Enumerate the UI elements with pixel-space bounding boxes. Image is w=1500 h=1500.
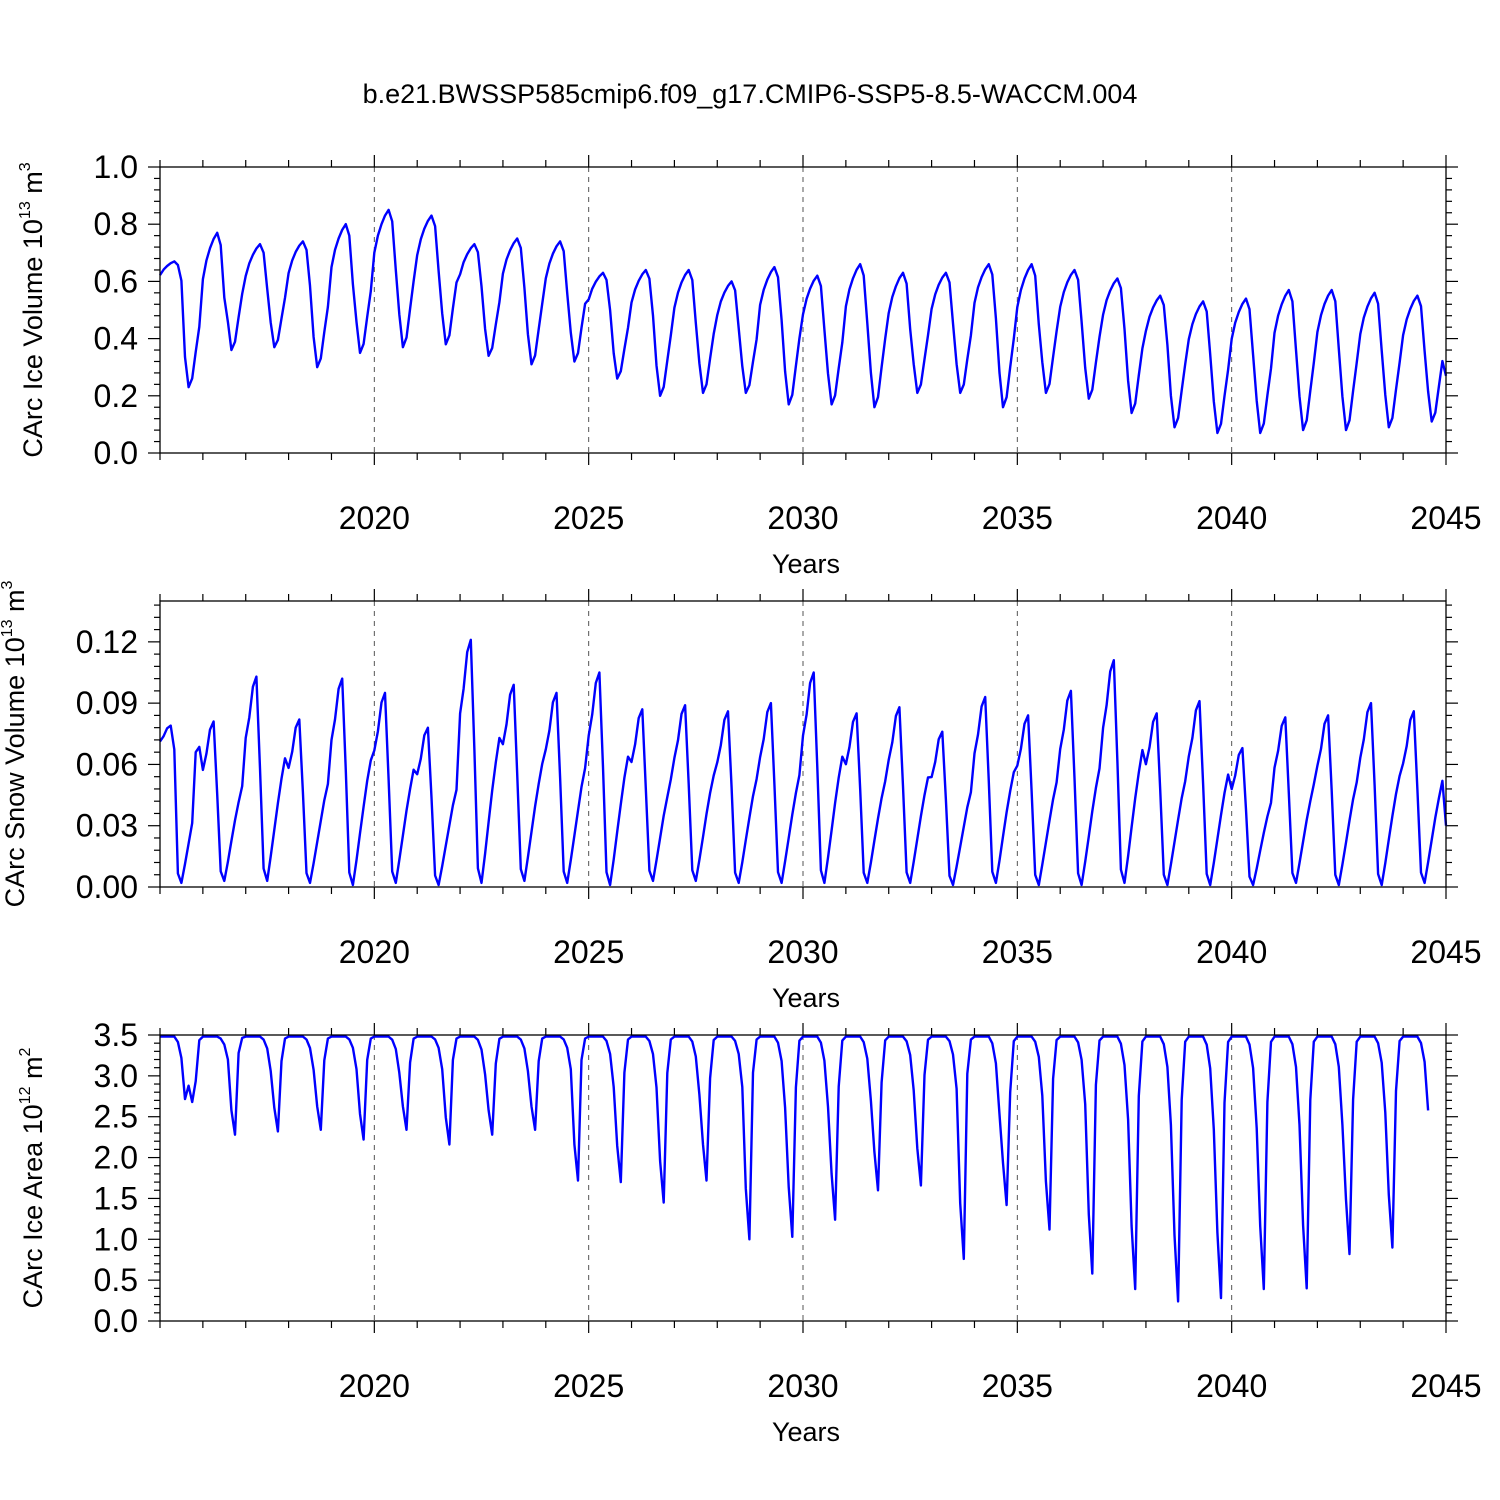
snow-volume-ylabel: CArc Snow Volume 1013 m3 bbox=[0, 580, 30, 907]
ice-area-ytick-label: 1.5 bbox=[94, 1180, 138, 1216]
figure-title: b.e21.BWSSP585cmip6.f09_g17.CMIP6-SSP5-8… bbox=[363, 79, 1138, 109]
ice-volume-ytick-label: 0.0 bbox=[94, 435, 138, 471]
ice-area-series-line bbox=[160, 1035, 1430, 1303]
ice-area-ytick-label: 2.0 bbox=[94, 1140, 138, 1176]
ice-area-ytick-label: 0.0 bbox=[94, 1303, 138, 1339]
ice-area-ytick-label: 1.0 bbox=[94, 1221, 138, 1257]
snow-volume-xlabel: Years bbox=[772, 983, 840, 1013]
ice-area-ytick-label: 0.5 bbox=[94, 1262, 138, 1298]
snow-volume-xtick-label: 2020 bbox=[339, 934, 410, 970]
ice-volume-ytick-label: 1.0 bbox=[94, 149, 138, 185]
ice-volume-ytick-label: 0.8 bbox=[94, 206, 138, 242]
ice-volume-xtick-label: 2025 bbox=[553, 500, 624, 536]
snow-volume-plot-frame bbox=[159, 600, 1447, 888]
ice-area-ytick-label: 3.0 bbox=[94, 1058, 138, 1094]
ice-area-plot-frame bbox=[159, 1034, 1447, 1322]
ice-area-ytick-label: 2.5 bbox=[94, 1099, 138, 1135]
snow-volume-panel: 0.00 0.03 0.06 0.09 0.12 2020 2025 2030 2035 2040… bbox=[0, 580, 1482, 1013]
snow-volume-ytick-label: 0.00 bbox=[76, 869, 138, 905]
snow-volume-xtick-label: 2035 bbox=[982, 934, 1053, 970]
ice-area-xtick-label: 2035 bbox=[982, 1368, 1053, 1404]
ice-volume-xtick-label: 2020 bbox=[339, 500, 410, 536]
snow-volume-xtick-label: 2045 bbox=[1410, 934, 1481, 970]
snow-volume-ytick-label: 0.03 bbox=[76, 808, 138, 844]
snow-volume-xtick-label: 2025 bbox=[553, 934, 624, 970]
ice-volume-xtick-label: 2040 bbox=[1196, 500, 1267, 536]
ice-volume-series-line bbox=[158, 208, 1448, 435]
ice-area-panel: 0.0 0.5 1.0 1.5 2.0 2.5 3.0 3.5 2020 2025 2030 2035… bbox=[17, 1017, 1482, 1447]
snow-volume-ytick-label: 0.09 bbox=[76, 685, 138, 721]
snow-volume-xtick-label: 2030 bbox=[767, 934, 838, 970]
ice-volume-plot-frame bbox=[159, 166, 1447, 454]
ice-volume-panel: 0.0 0.2 0.4 0.6 0.8 1.0 2020 2025 2030 2035 2040 20… bbox=[17, 149, 1482, 579]
ice-area-xtick-label: 2020 bbox=[339, 1368, 410, 1404]
ice-volume-xtick-label: 2030 bbox=[767, 500, 838, 536]
ice-area-ylabel: CArc Ice Area 1012 m2 bbox=[17, 1048, 48, 1309]
ice-volume-xtick-label: 2035 bbox=[982, 500, 1053, 536]
ice-area-xtick-label: 2045 bbox=[1410, 1368, 1481, 1404]
ice-volume-ylabel: CArc Ice Volume 1013 m3 bbox=[17, 162, 48, 457]
snow-volume-ytick-label: 0.06 bbox=[76, 746, 138, 782]
ice-volume-ytick-label: 0.4 bbox=[94, 321, 138, 357]
ice-area-xtick-label: 2040 bbox=[1196, 1368, 1267, 1404]
snow-volume-series-line bbox=[159, 638, 1448, 887]
ice-area-ytick-label: 3.5 bbox=[94, 1017, 138, 1053]
ice-volume-ytick-label: 0.6 bbox=[94, 263, 138, 299]
ice-volume-ytick-label: 0.2 bbox=[94, 378, 138, 414]
ice-volume-xlabel: Years bbox=[772, 549, 840, 579]
ice-area-xtick-label: 2025 bbox=[553, 1368, 624, 1404]
snow-volume-ytick-label: 0.12 bbox=[76, 624, 138, 660]
ice-volume-xtick-label: 2045 bbox=[1410, 500, 1481, 536]
ice-area-xtick-label: 2030 bbox=[767, 1368, 838, 1404]
ice-area-xlabel: Years bbox=[772, 1417, 840, 1447]
snow-volume-xtick-label: 2040 bbox=[1196, 934, 1267, 970]
